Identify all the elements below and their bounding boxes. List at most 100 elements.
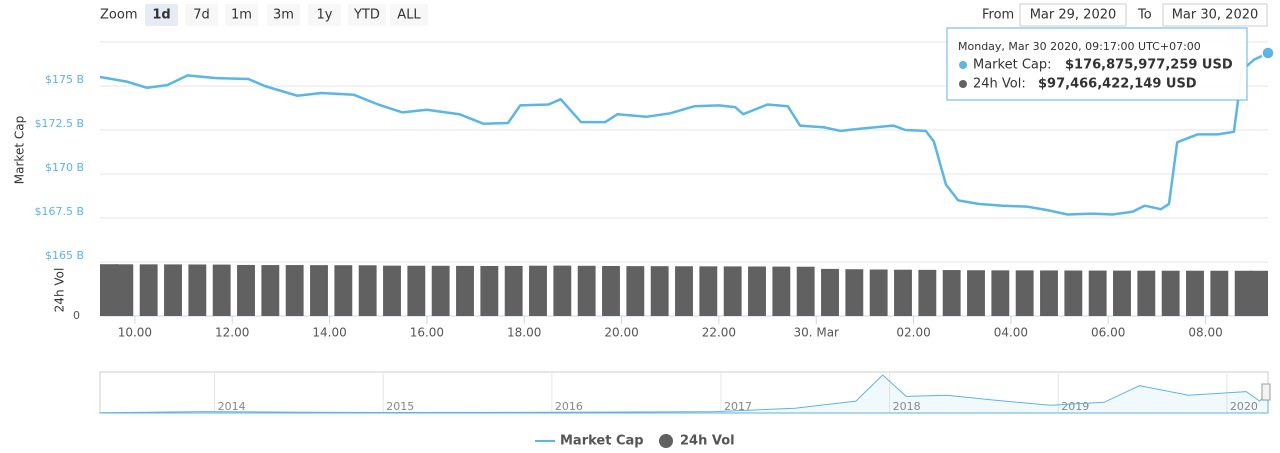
volume-bar bbox=[480, 265, 499, 316]
range-button[interactable] bbox=[185, 4, 218, 26]
x-tick-label: 30. Mar bbox=[793, 326, 839, 340]
volume-bar bbox=[1113, 270, 1131, 316]
tooltip-label: Market Cap: bbox=[973, 58, 1052, 73]
volume-bar bbox=[285, 265, 304, 316]
volume-bar bbox=[675, 266, 693, 316]
y-tick-label: $165 B bbox=[45, 249, 84, 262]
range-button-label[interactable]: 7d bbox=[193, 8, 210, 23]
y-axis-title: Market Cap bbox=[13, 116, 27, 184]
volume-bar bbox=[383, 265, 401, 316]
volume-bar bbox=[1250, 270, 1268, 316]
volume-bar bbox=[1040, 270, 1058, 316]
x-tick-label: 16.00 bbox=[410, 326, 444, 340]
zoom-label: Zoom bbox=[100, 8, 137, 23]
to-input[interactable] bbox=[1162, 3, 1268, 27]
navigator-tick-label: 2018 bbox=[893, 400, 921, 413]
volume-bar bbox=[1088, 270, 1107, 316]
volume-bar bbox=[1064, 270, 1083, 316]
x-tick-label: 10.00 bbox=[118, 326, 152, 340]
volume-bar bbox=[967, 270, 985, 316]
volume-bar bbox=[626, 266, 645, 316]
x-tick-label: 18.00 bbox=[507, 326, 541, 340]
range-button-label[interactable]: 1d bbox=[152, 8, 170, 23]
volume-bar bbox=[504, 265, 523, 316]
tooltip-value: $176,875,977,259 USD bbox=[1065, 58, 1233, 73]
volume-bar bbox=[723, 266, 742, 316]
volume-bar bbox=[869, 269, 888, 316]
navigator-tick-label: 2016 bbox=[555, 400, 583, 413]
x-tick-label: 22.00 bbox=[702, 326, 736, 340]
y-tick-label: $172.5 B bbox=[34, 117, 84, 130]
volume-bar bbox=[164, 264, 182, 316]
range-button[interactable] bbox=[225, 4, 258, 26]
y2-tick-label: 0 bbox=[73, 309, 80, 322]
volume-bar bbox=[918, 269, 937, 316]
range-button[interactable] bbox=[308, 4, 341, 26]
y-tick-label: $175 B bbox=[45, 73, 84, 86]
navigator-tick-label: 2014 bbox=[218, 400, 246, 413]
navigator-area bbox=[99, 374, 1269, 414]
volume-bar bbox=[748, 266, 766, 316]
hover-marker bbox=[1261, 46, 1275, 60]
plot-area: $165 B $167.5 B $170 B $172.5 B $175 B 0 10.00… bbox=[34, 41, 1275, 414]
x-tick-label: 02.00 bbox=[896, 326, 930, 340]
range-button-label[interactable]: 1y bbox=[317, 8, 333, 23]
navigator-tick-label: 2020 bbox=[1230, 400, 1258, 413]
y-tick-label: $170 B bbox=[45, 161, 84, 174]
range-button[interactable] bbox=[390, 4, 428, 26]
tooltip-dot bbox=[959, 61, 967, 69]
range-button[interactable] bbox=[145, 4, 178, 26]
volume-bar bbox=[139, 264, 158, 316]
volume-bar bbox=[188, 264, 207, 316]
volume-bar bbox=[553, 265, 572, 316]
volume-bar bbox=[772, 266, 791, 316]
x-tick-label: 20.00 bbox=[604, 326, 638, 340]
to-value[interactable]: Mar 30, 2020 bbox=[1172, 8, 1259, 23]
range-button[interactable] bbox=[348, 4, 386, 26]
legend-symbol bbox=[659, 434, 673, 448]
volume-bar bbox=[1234, 270, 1253, 316]
volume-bar bbox=[991, 270, 1010, 316]
navigator-handle[interactable] bbox=[1261, 383, 1271, 401]
range-button-label[interactable]: YTD bbox=[353, 8, 380, 23]
x-tick-label: 14.00 bbox=[312, 326, 346, 340]
volume-bar bbox=[431, 265, 450, 316]
volume-bar bbox=[334, 265, 353, 316]
volume-bar bbox=[650, 266, 669, 316]
range-button[interactable] bbox=[267, 4, 300, 26]
legend-label[interactable]: 24h Vol bbox=[680, 434, 735, 449]
volume-bar bbox=[821, 268, 839, 316]
range-button-label[interactable]: 1m bbox=[231, 8, 252, 23]
legend-label[interactable]: Market Cap bbox=[560, 434, 644, 449]
x-tick-label: 04.00 bbox=[994, 326, 1028, 340]
tooltip-dot bbox=[959, 80, 967, 88]
from-input[interactable] bbox=[1019, 3, 1127, 27]
range-button-label[interactable]: ALL bbox=[397, 8, 421, 23]
volume-bar bbox=[894, 269, 912, 316]
volume-bar bbox=[212, 264, 231, 316]
volume-bar bbox=[310, 265, 328, 316]
volume-bar bbox=[529, 265, 547, 316]
volume-bar bbox=[358, 265, 377, 316]
volume-bar bbox=[115, 264, 134, 316]
to-label: To bbox=[1137, 8, 1152, 23]
navigator-tick-label: 2015 bbox=[386, 400, 414, 413]
volume-bar bbox=[1015, 270, 1034, 316]
from-value[interactable]: Mar 29, 2020 bbox=[1030, 8, 1117, 23]
volume-bar bbox=[1186, 270, 1204, 316]
volume-bar bbox=[1161, 270, 1180, 316]
volume-bar bbox=[602, 265, 620, 316]
volume-bar bbox=[407, 265, 426, 316]
tooltip-header: Monday, Mar 30 2020, 09:17:00 UTC+07:00 bbox=[958, 40, 1201, 53]
tooltip: Monday, Mar 30 2020, 09:17:00 UTC+07:00 … bbox=[946, 27, 1248, 101]
volume-bar bbox=[261, 265, 280, 316]
volume-bar bbox=[845, 269, 864, 316]
volume-bar bbox=[100, 264, 118, 316]
range-button-label[interactable]: 3m bbox=[273, 8, 294, 23]
x-tick-label: 06.00 bbox=[1091, 326, 1125, 340]
volume-bar bbox=[942, 270, 961, 316]
y2-axis-title: 24h Vol bbox=[53, 268, 67, 313]
volume-bar bbox=[1210, 270, 1229, 316]
tooltip-label: 24h Vol: bbox=[973, 77, 1026, 92]
volume-bar bbox=[577, 265, 596, 316]
